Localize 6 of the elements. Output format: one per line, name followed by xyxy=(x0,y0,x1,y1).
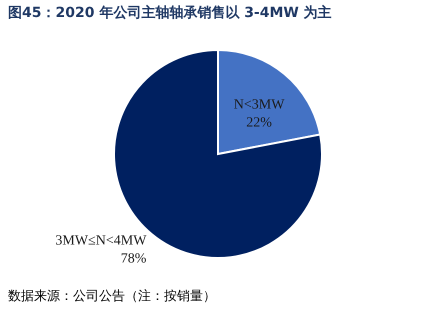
source-note: 数据来源：公司公告（注：按销量） xyxy=(8,289,216,304)
slice-label: N<3MW xyxy=(234,97,286,112)
data-label: 78% xyxy=(120,252,147,267)
chart-title: 图45：2020 年公司主轴轴承销售以 3-4MW 为主 xyxy=(8,4,332,21)
slice-label: 3MW≤N<4MW xyxy=(55,234,148,249)
data-label: 22% xyxy=(246,115,272,130)
